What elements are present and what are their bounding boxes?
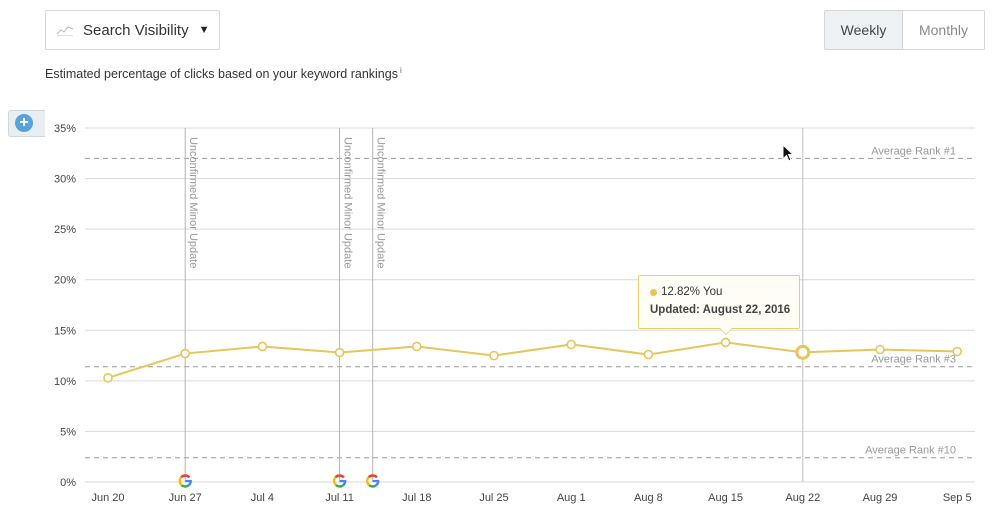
- y-tick-label: 25%: [54, 224, 76, 236]
- x-tick-label: Sep 5: [943, 492, 972, 504]
- add-annotation-button[interactable]: +: [8, 110, 45, 137]
- google-icon-arc: [335, 484, 344, 488]
- x-tick-label: Aug 1: [557, 492, 586, 504]
- mouse-cursor-icon: [782, 144, 794, 162]
- tooltip-value: 12.82% You: [661, 286, 723, 298]
- metric-dropdown[interactable]: Search Visibility ▼: [45, 10, 220, 50]
- x-tick-label: Jul 25: [479, 492, 508, 504]
- x-tick-label: Jun 20: [91, 492, 124, 504]
- y-tick-label: 10%: [54, 376, 76, 388]
- data-point: [411, 341, 422, 352]
- x-tick-label: Jul 18: [402, 492, 431, 504]
- period-toggle: Weekly Monthly: [824, 10, 985, 50]
- google-icon-arc: [180, 484, 190, 488]
- google-icon: [178, 474, 192, 488]
- y-tick-label: 5%: [60, 426, 76, 438]
- reference-line-label: Average Rank #3: [871, 354, 956, 366]
- data-point: [643, 349, 654, 360]
- data-point: [103, 373, 113, 383]
- x-tick-label: Jul 4: [251, 492, 274, 504]
- chart-subtitle-text: Estimated percentage of clicks based on …: [45, 67, 398, 82]
- google-icon-arc: [180, 474, 191, 479]
- monthly-button[interactable]: Monthly: [903, 11, 984, 49]
- x-tick-label: Aug 15: [708, 492, 743, 504]
- google-icon-arc: [334, 474, 345, 479]
- plus-icon: +: [15, 114, 33, 132]
- x-tick-label: Jun 27: [169, 492, 202, 504]
- data-point: [489, 350, 499, 361]
- data-point: [952, 346, 963, 357]
- series-dot-icon: [650, 288, 657, 296]
- google-icon-arc: [367, 474, 378, 479]
- data-tooltip: 12.82% You Updated: August 22, 2016: [638, 275, 800, 335]
- x-tick-label: Aug 8: [634, 492, 663, 504]
- google-icon-arc: [366, 476, 370, 486]
- google-icon-arc: [368, 484, 377, 488]
- tooltip-pointer-inner: [720, 328, 732, 334]
- google-icon-arc: [332, 476, 337, 486]
- tooltip-updated: Updated: August 22, 2016: [650, 304, 791, 316]
- google-icon: [332, 474, 347, 488]
- x-tick-label: Aug 22: [785, 492, 820, 504]
- data-point: [334, 347, 345, 358]
- data-point: [257, 341, 268, 352]
- data-point: [566, 339, 577, 350]
- chevron-down-icon: ▼: [198, 24, 210, 36]
- chart-subtitle: Estimated percentage of clicks based on …: [45, 66, 402, 81]
- y-tick-label: 20%: [54, 275, 76, 287]
- reference-line-label: Average Rank #10: [865, 445, 956, 457]
- y-tick-label: 35%: [54, 123, 76, 135]
- trend-line-icon: [56, 26, 74, 36]
- y-tick-label: 15%: [54, 325, 76, 337]
- metric-dropdown-label: Search Visibility: [83, 21, 189, 39]
- highlighted-data-point: [795, 344, 811, 360]
- google-icon: [366, 474, 380, 488]
- data-point: [720, 337, 731, 348]
- x-tick-label: Aug 29: [863, 492, 898, 504]
- weekly-button[interactable]: Weekly: [825, 11, 903, 49]
- x-tick-label: Jul 11: [325, 492, 354, 504]
- y-tick-label: 30%: [54, 174, 76, 186]
- reference-line-label: Average Rank #1: [871, 145, 956, 157]
- info-icon[interactable]: i: [399, 66, 402, 75]
- annotation-label: Unconfirmed Minor Update: [375, 137, 387, 268]
- y-tick-label: 0%: [60, 477, 76, 489]
- annotation-label: Unconfirmed Minor Update: [342, 137, 354, 268]
- series-line: [107, 341, 958, 379]
- google-icon-arc: [178, 476, 183, 486]
- annotation-label: Unconfirmed Minor Update: [187, 137, 199, 268]
- data-point: [180, 348, 190, 359]
- data-point: [875, 344, 885, 355]
